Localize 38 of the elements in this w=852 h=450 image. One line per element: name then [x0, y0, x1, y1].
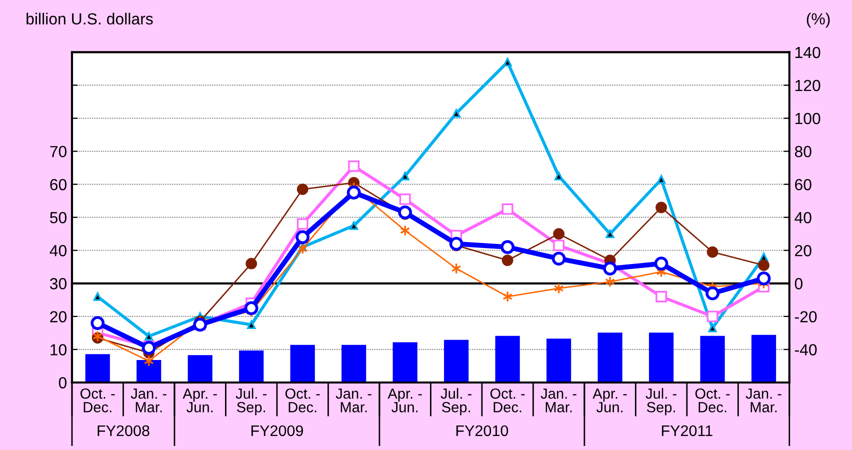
y2-tick-label: 80	[794, 146, 812, 158]
x-tick-label: Jan. - Mar.	[336, 388, 372, 412]
y2-tick-label: 140	[795, 46, 820, 58]
x-tick-label: Apr. - Jun.	[388, 388, 422, 412]
x-tick-label: Jul. - Sep.	[236, 388, 266, 416]
x-tick-label: Jul. - Sep.	[440, 388, 472, 416]
text: FY2010	[456, 425, 508, 436]
x-tick-label: Jan. - Mar.	[130, 388, 166, 412]
y2-tick-label: -20	[794, 311, 817, 322]
x-tick-label: Oct. - Dec.	[490, 388, 525, 412]
y-tick-label: 10	[50, 344, 67, 356]
y-tick-label: 40	[50, 245, 67, 256]
y-tick-label: 20	[50, 311, 67, 322]
x-tick-label: Apr. - Jun.	[592, 388, 627, 412]
y-tick-label: 0	[58, 377, 67, 388]
y-tick-label: 70	[50, 146, 67, 158]
x-tick-label: Jul. - Sep.	[646, 388, 676, 416]
y2-axis-title: (%)	[806, 12, 830, 28]
y-tick-label: 50	[50, 212, 67, 224]
x-tick-label: Oct. - Dec.	[80, 388, 115, 412]
y2-tick-label: 20	[795, 245, 812, 256]
y-tick-label: 30	[50, 278, 67, 290]
text: FY2008	[98, 425, 150, 436]
y2-tick-label: -40	[794, 344, 817, 356]
y2-tick-label: 120	[795, 80, 820, 92]
x-tick-label: Apr. - Jun.	[182, 388, 217, 412]
text: FY2011	[662, 425, 712, 436]
x-tick-label: Oct. - Dec.	[695, 388, 730, 412]
y2-tick-label: 100	[795, 112, 820, 124]
y-axis-title: billion U.S. dollars	[26, 12, 153, 25]
y-tick-label: 60	[50, 178, 67, 190]
text: FY2009	[251, 425, 303, 436]
x-tick-label: Oct. - Dec.	[285, 388, 320, 412]
y2-tick-label: 0	[794, 278, 802, 290]
y2-tick-label: 40	[794, 212, 812, 224]
y2-tick-label: 60	[795, 178, 812, 190]
x-tick-label: Jan. - Mar.	[746, 388, 782, 412]
x-tick-label: Jan. - Mar.	[540, 388, 576, 412]
